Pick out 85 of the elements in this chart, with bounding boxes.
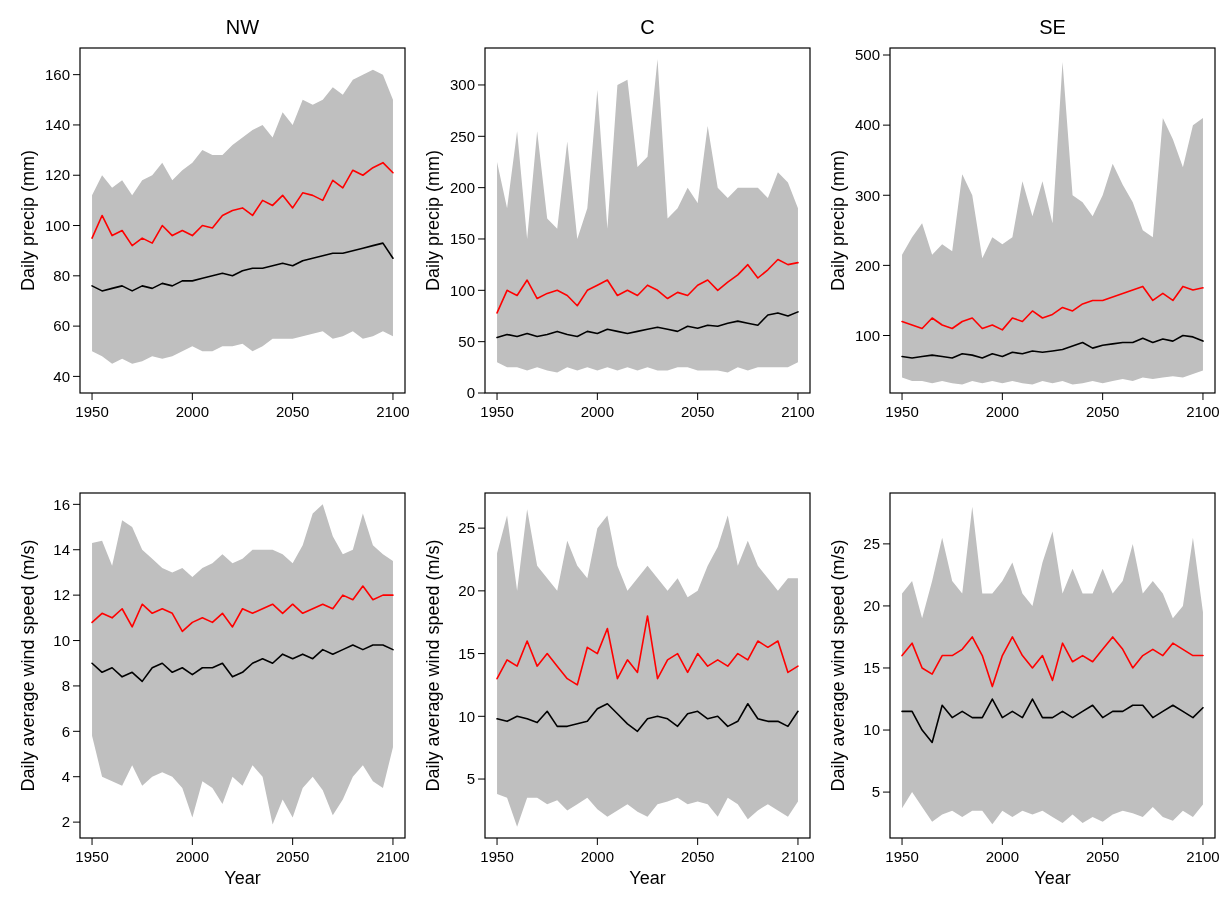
y-axis-title: Daily average wind speed (m/s) xyxy=(423,539,443,792)
y-tick-label: 100 xyxy=(449,281,475,299)
y-tick-label: 120 xyxy=(44,166,70,184)
line-series xyxy=(496,258,799,314)
y-tick-label: 200 xyxy=(854,256,880,274)
x-tick-label: 2000 xyxy=(985,403,1020,420)
line-series xyxy=(91,585,394,633)
y-tick-label: 250 xyxy=(449,127,475,145)
y-tick-label: 80 xyxy=(53,267,70,285)
x-tick-label: 2050 xyxy=(680,848,715,865)
y-axis-title: Daily average wind speed (m/s) xyxy=(18,539,38,792)
y-tick-label: 6 xyxy=(61,722,70,740)
x-tick-label: 2100 xyxy=(1186,848,1220,865)
y-tick-label: 140 xyxy=(44,116,70,134)
x-tick-label: 2050 xyxy=(1085,848,1120,865)
y-tick-label: 2 xyxy=(61,813,70,831)
x-tick-label: 1950 xyxy=(885,403,919,420)
x-axis-title: Year xyxy=(224,868,261,888)
line-series xyxy=(91,644,394,683)
line-series xyxy=(901,636,1204,688)
x-tick-label: 1950 xyxy=(480,403,514,420)
y-tick-label: 25 xyxy=(863,535,880,553)
y-tick-label: 5 xyxy=(871,783,880,801)
y-tick-label: 14 xyxy=(53,540,70,558)
line-series xyxy=(901,698,1204,744)
x-tick-label: 2000 xyxy=(580,403,615,420)
y-tick-label: 8 xyxy=(61,677,70,695)
y-tick-label: 16 xyxy=(53,495,70,513)
line-series xyxy=(91,242,394,292)
line-series xyxy=(901,334,1204,359)
x-tick-label: 2100 xyxy=(781,403,815,420)
y-axis-title: Daily precip (mm) xyxy=(828,149,848,292)
y-tick-label: 160 xyxy=(44,65,70,83)
x-tick-label: 2050 xyxy=(1085,403,1120,420)
x-tick-label: 2100 xyxy=(376,848,410,865)
line-series xyxy=(496,615,799,686)
x-tick-label: 2000 xyxy=(175,848,210,865)
x-tick-label: 1950 xyxy=(75,403,109,420)
x-tick-label: 2000 xyxy=(985,848,1020,865)
x-tick-label: 2050 xyxy=(275,403,310,420)
line-series xyxy=(496,702,799,733)
x-tick-label: 2100 xyxy=(1186,403,1220,420)
y-tick-label: 60 xyxy=(53,317,70,335)
y-tick-label: 500 xyxy=(854,46,880,64)
y-tick-label: 300 xyxy=(854,186,880,204)
x-axis-title: Year xyxy=(1034,868,1071,888)
y-tick-label: 200 xyxy=(449,178,475,196)
chart-title: NW xyxy=(225,16,260,38)
x-tick-label: 1950 xyxy=(480,848,514,865)
y-tick-label: 25 xyxy=(458,519,475,537)
y-tick-label: 100 xyxy=(854,326,880,344)
y-tick-label: 100 xyxy=(44,216,70,234)
x-tick-label: 2100 xyxy=(376,403,410,420)
y-tick-label: 400 xyxy=(854,116,880,134)
line-series xyxy=(91,161,394,247)
y-tick-label: 0 xyxy=(466,384,475,402)
y-tick-label: 20 xyxy=(863,597,880,615)
x-tick-label: 2100 xyxy=(781,848,815,865)
x-tick-label: 2050 xyxy=(680,403,715,420)
y-tick-label: 20 xyxy=(458,582,475,600)
y-tick-label: 50 xyxy=(458,332,475,350)
x-tick-label: 1950 xyxy=(885,848,919,865)
y-tick-label: 10 xyxy=(863,721,880,739)
y-tick-label: 10 xyxy=(458,707,475,725)
y-tick-label: 15 xyxy=(863,659,880,677)
x-axis-title: Year xyxy=(629,868,666,888)
y-axis-title: Daily precip (mm) xyxy=(18,149,38,292)
y-tick-label: 12 xyxy=(53,586,70,604)
y-tick-label: 4 xyxy=(61,767,70,785)
x-tick-label: 2000 xyxy=(175,403,210,420)
y-axis-title: Daily precip (mm) xyxy=(423,149,443,292)
x-tick-label: 2050 xyxy=(275,848,310,865)
y-tick-label: 15 xyxy=(458,644,475,662)
line-series xyxy=(901,285,1204,331)
y-tick-label: 40 xyxy=(53,367,70,385)
chart-title: C xyxy=(640,16,655,38)
y-tick-label: 5 xyxy=(466,770,475,788)
y-tick-label: 10 xyxy=(53,631,70,649)
x-tick-label: 2000 xyxy=(580,848,615,865)
x-tick-label: 1950 xyxy=(75,848,109,865)
y-tick-label: 300 xyxy=(449,76,475,94)
y-tick-label: 150 xyxy=(449,230,475,248)
chart-title: SE xyxy=(1039,16,1066,38)
line-series xyxy=(496,311,799,339)
y-axis-title: Daily average wind speed (m/s) xyxy=(828,539,848,792)
